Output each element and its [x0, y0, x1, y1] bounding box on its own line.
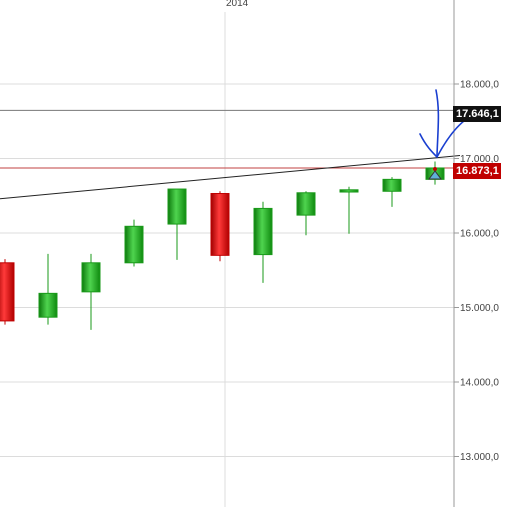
reference-lines-layer	[0, 109, 468, 200]
last-price-dot	[433, 166, 437, 171]
y-tick-label-5: 13.000,0	[460, 452, 499, 463]
candle-body-6	[253, 207, 273, 256]
annotation-arrow-shaft	[435, 89, 440, 156]
candle-body-0	[0, 262, 15, 322]
price-tag-last: 16.873,1	[453, 163, 501, 179]
candle-body-3	[124, 225, 144, 264]
x-axis-label-2014: 2014	[226, 0, 249, 9]
y-tick-label-1: 17.000,0	[460, 154, 499, 165]
price-axis-layer: 18.000,0 17.000,0 16.000,0 15.000,0 14.000,0…	[453, 0, 499, 507]
annotation-layer	[419, 89, 469, 180]
last-candle-marker-icon	[428, 170, 442, 180]
grid-layer	[0, 12, 454, 507]
candle-body-5	[210, 193, 230, 256]
y-tick-label-2: 16.000,0	[460, 229, 499, 240]
price-tag-upper: 17.646,1	[453, 106, 501, 122]
candle-body-1	[38, 292, 58, 318]
y-tick-label-3: 15.000,0	[460, 303, 499, 314]
candles-layer	[0, 161, 445, 330]
candle-body-8	[339, 189, 359, 193]
y-tick-label-4: 14.000,0	[460, 378, 499, 389]
annotation-arrow-head	[419, 117, 469, 158]
candle-body-4	[167, 188, 187, 225]
candle-body-7	[296, 192, 316, 216]
y-tick-label-0: 18.000,0	[460, 80, 499, 91]
trendline	[0, 155, 461, 200]
candle-body-9	[382, 178, 402, 192]
candle-body-2	[81, 262, 101, 293]
